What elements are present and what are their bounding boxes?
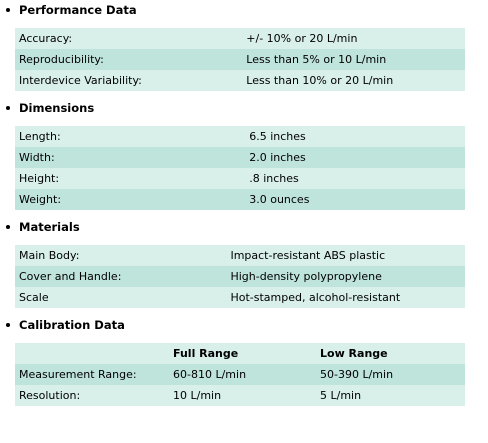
section: Calibration Data Full Range Low Range Measu… (0, 315, 488, 406)
section-title: Dimensions (19, 101, 95, 115)
header-row: Full Range Low Range (15, 343, 465, 364)
row-label: Height: (19, 172, 60, 185)
bullet (6, 225, 10, 229)
section-heading: Performance Data (0, 0, 488, 20)
row-label: Resolution: (19, 389, 81, 402)
row-value: 5 L/min (320, 389, 362, 402)
row-value: Less than 5% or 10 L/min (246, 53, 387, 66)
section-heading: Dimensions (0, 98, 488, 118)
row-label: Weight: (19, 193, 62, 206)
header-cell: Full Range (173, 347, 239, 360)
section: Dimensions Length: 6.5 inches Width: 2.0 inc… (0, 98, 488, 210)
row-value: +/- 10% or 20 L/min (246, 32, 358, 45)
table-row: Length: 6.5 inches (15, 126, 465, 147)
row-value: 6.5 inches (249, 130, 306, 143)
row-value: Impact-resistant ABS plastic (230, 249, 386, 262)
table-row: Interdevice Variability: Less than 10% or… (15, 70, 465, 91)
table-row: Main Body: Impact-resistant ABS plastic (15, 245, 465, 266)
table-row: Measurement Range: 60-810 L/min 50-390 L/m… (15, 364, 465, 385)
spec-table: Length: 6.5 inches Width: 2.0 inches Height:… (15, 126, 465, 210)
row-value: 3.0 ounces (249, 193, 310, 206)
row-value: High-density polypropylene (230, 270, 382, 283)
section: Performance Data Accuracy: +/- 10% or 20 L… (0, 0, 488, 91)
bullet (6, 106, 10, 110)
section-title: Performance Data (19, 3, 137, 17)
row-label: Scale (19, 291, 49, 304)
table-row: Reproducibility: Less than 5% or 10 L/min (15, 49, 465, 70)
row-label: Length: (19, 130, 61, 143)
section-title: Calibration Data (19, 318, 125, 332)
section: Materials Main Body: Impact-resistant ABS … (0, 217, 488, 308)
spec-table: Full Range Low Range Measurement Range: 60-… (15, 343, 465, 406)
section-title: Materials (19, 220, 80, 234)
row-label: Measurement Range: (19, 368, 137, 381)
row-value: .8 inches (249, 172, 299, 185)
table-row: Width: 2.0 inches (15, 147, 465, 168)
row-value: 2.0 inches (249, 151, 306, 164)
bullet (6, 8, 10, 12)
header-cell (15, 343, 169, 364)
row-label: Accuracy: (19, 32, 73, 45)
row-value: 10 L/min (173, 389, 222, 402)
row-label: Reproducibility: (19, 53, 104, 66)
table-row: Scale Hot-stamped, alcohol-resistant (15, 287, 465, 308)
row-value: Less than 10% or 20 L/min (246, 74, 394, 87)
row-label: Width: (19, 151, 55, 164)
table-row: Resolution: 10 L/min 5 L/min (15, 385, 465, 406)
row-value: 50-390 L/min (320, 368, 394, 381)
table-row: Height: .8 inches (15, 168, 465, 189)
spec-sheet: Performance Data Accuracy: +/- 10% or 20 L… (0, 0, 488, 406)
row-label: Main Body: (19, 249, 80, 262)
spec-table: Accuracy: +/- 10% or 20 L/min Reproducibil… (15, 28, 465, 91)
table-row: Cover and Handle: High-density polypropyl… (15, 266, 465, 287)
row-value: Hot-stamped, alcohol-resistant (230, 291, 401, 304)
row-value: 60-810 L/min (173, 368, 247, 381)
row-label: Cover and Handle: (19, 270, 122, 283)
table-row: Weight: 3.0 ounces (15, 189, 465, 210)
table-row: Accuracy: +/- 10% or 20 L/min (15, 28, 465, 49)
row-label: Interdevice Variability: (19, 74, 142, 87)
header-cell: Low Range (320, 347, 388, 360)
section-heading: Materials (0, 217, 488, 237)
spec-table: Main Body: Impact-resistant ABS plastic Co… (15, 245, 465, 308)
section-heading: Calibration Data (0, 315, 488, 335)
bullet (6, 323, 10, 327)
